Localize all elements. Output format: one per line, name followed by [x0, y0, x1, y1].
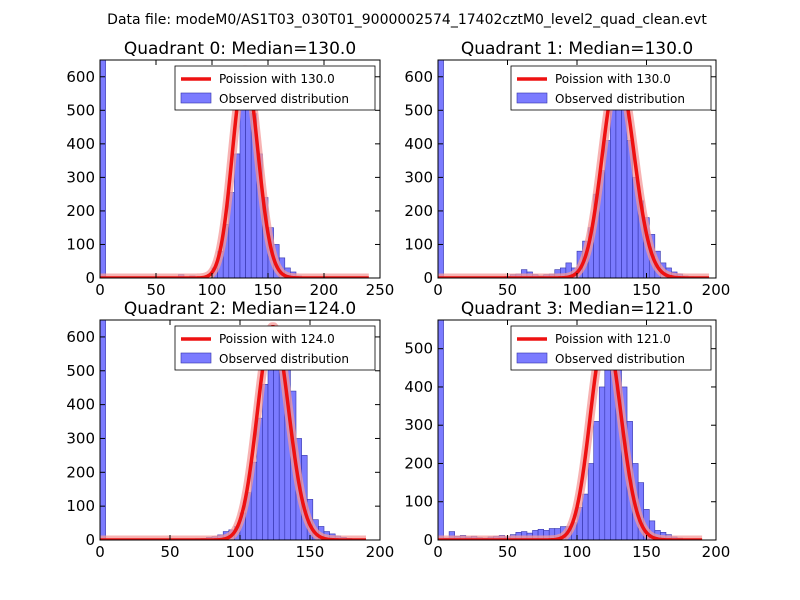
x-tick-label: 100 — [198, 281, 227, 299]
x-tick-label: 200 — [702, 543, 731, 561]
y-tick-label: 100 — [404, 493, 433, 511]
legend: Poission with 121.0 Observed distribution — [510, 325, 712, 371]
y-tick-label: 100 — [66, 235, 95, 253]
histogram-bar — [621, 106, 628, 278]
panel-title: Quadrant 0: Median=130.0 — [124, 39, 356, 59]
histogram-bar — [267, 356, 274, 540]
legend-bar-swatch — [516, 352, 548, 364]
panel-title: Quadrant 3: Median=121.0 — [461, 299, 693, 319]
histogram-bar — [438, 320, 444, 540]
y-tick-label: 300 — [404, 168, 433, 186]
legend-label-observed: Observed distribution — [219, 92, 349, 106]
y-tick-label: 300 — [404, 416, 433, 434]
x-tick-label: 50 — [160, 543, 179, 561]
x-tick-label: 0 — [433, 543, 443, 561]
histogram-bar — [262, 384, 269, 540]
y-tick-label: 500 — [404, 340, 433, 358]
x-tick-label: 200 — [702, 281, 731, 299]
x-tick-label: 0 — [433, 281, 443, 299]
panel-title: Quadrant 1: Median=130.0 — [461, 39, 693, 59]
x-tick-label: 150 — [254, 281, 283, 299]
x-tick-label: 0 — [95, 543, 105, 561]
legend-bar-swatch — [180, 352, 212, 364]
histogram-bar — [610, 99, 617, 278]
chart-panel-1: Quadrant 1: Median=130.0 0 50 100 150 200 0 100… — [404, 39, 730, 299]
plot-marks — [438, 60, 713, 278]
x-tick-label: 150 — [632, 543, 661, 561]
histogram-bar — [100, 60, 106, 278]
legend: Poission with 130.0 Observed distribution — [174, 65, 376, 111]
y-tick-label: 200 — [66, 202, 95, 220]
legend-label-fit: Poission with 124.0 — [219, 332, 335, 346]
y-tick-label: 400 — [404, 135, 433, 153]
x-tick-label: 150 — [296, 543, 325, 561]
x-tick-label: 50 — [498, 543, 517, 561]
x-tick-label: 150 — [632, 281, 661, 299]
histogram-bar — [587, 463, 594, 540]
y-tick-label: 600 — [66, 68, 95, 86]
legend-bar-swatch — [180, 92, 212, 104]
y-tick-label: 0 — [85, 531, 95, 549]
legend-label-fit: Poission with 130.0 — [219, 72, 335, 86]
y-tick-label: 300 — [66, 429, 95, 447]
x-tick-label: 50 — [146, 281, 165, 299]
panel-grid: Quadrant 0: Median=130.0 0 50 100 150 200 250 0… — [66, 39, 730, 561]
x-tick-label: 200 — [366, 543, 395, 561]
y-tick-label: 500 — [66, 101, 95, 119]
poisson-fit-line — [438, 71, 710, 278]
legend-bar-swatch — [516, 92, 548, 104]
y-tick-label: 200 — [404, 454, 433, 472]
x-tick-label: 0 — [95, 281, 105, 299]
x-tick-label: 50 — [498, 281, 517, 299]
y-tick-label: 500 — [66, 362, 95, 380]
chart-panel-0: Quadrant 0: Median=130.0 0 50 100 150 200 250 0… — [66, 39, 394, 299]
y-tick-label: 300 — [66, 168, 95, 186]
y-tick-label: 0 — [423, 269, 433, 287]
y-tick-label: 400 — [404, 378, 433, 396]
x-tick-label: 100 — [226, 543, 255, 561]
legend-label-fit: Poission with 121.0 — [555, 332, 671, 346]
poisson-fit-line — [100, 325, 367, 540]
y-tick-label: 200 — [66, 463, 95, 481]
poisson-fit-line — [438, 331, 703, 540]
y-tick-label: 600 — [66, 328, 95, 346]
histogram-bar — [239, 106, 246, 278]
y-tick-label: 500 — [404, 101, 433, 119]
y-tick-label: 600 — [404, 68, 433, 86]
histogram-bar — [598, 386, 606, 540]
chart-panel-3: Quadrant 3: Median=121.0 0 50 100 150 200 0 100… — [404, 299, 730, 561]
histogram-bar — [615, 83, 622, 278]
histogram-bar — [100, 320, 106, 540]
y-tick-label: 100 — [404, 235, 433, 253]
chart-panel-2: Quadrant 2: Median=124.0 0 50 100 150 200 0 100… — [66, 299, 394, 561]
legend-label-fit: Poission with 130.0 — [555, 72, 671, 86]
poisson-fit-line — [100, 68, 370, 278]
panel-title: Quadrant 2: Median=124.0 — [124, 299, 356, 319]
histogram-bar — [438, 60, 444, 278]
y-tick-label: 0 — [85, 269, 95, 287]
y-tick-label: 100 — [66, 497, 95, 515]
legend-label-observed: Observed distribution — [219, 352, 349, 366]
figure-suptitle: Data file: modeM0/AS1T03_030T01_90000025… — [107, 12, 707, 28]
histogram-bar — [582, 493, 589, 540]
x-tick-label: 100 — [563, 543, 592, 561]
legend: Poission with 130.0 Observed distribution — [510, 65, 712, 111]
y-tick-label: 400 — [66, 135, 95, 153]
histogram-bar — [593, 421, 600, 540]
x-tick-label: 200 — [310, 281, 339, 299]
histogram-bar — [234, 153, 241, 278]
x-tick-label: 250 — [366, 281, 395, 299]
y-tick-label: 400 — [66, 396, 95, 414]
axes-frame — [99, 59, 381, 279]
legend-label-observed: Observed distribution — [555, 92, 685, 106]
y-tick-label: 200 — [404, 202, 433, 220]
legend-label-observed: Observed distribution — [555, 352, 685, 366]
x-tick-label: 100 — [563, 281, 592, 299]
histogram-bar — [604, 340, 611, 540]
legend: Poission with 124.0 Observed distribution — [174, 325, 376, 371]
y-tick-label: 0 — [423, 531, 433, 549]
